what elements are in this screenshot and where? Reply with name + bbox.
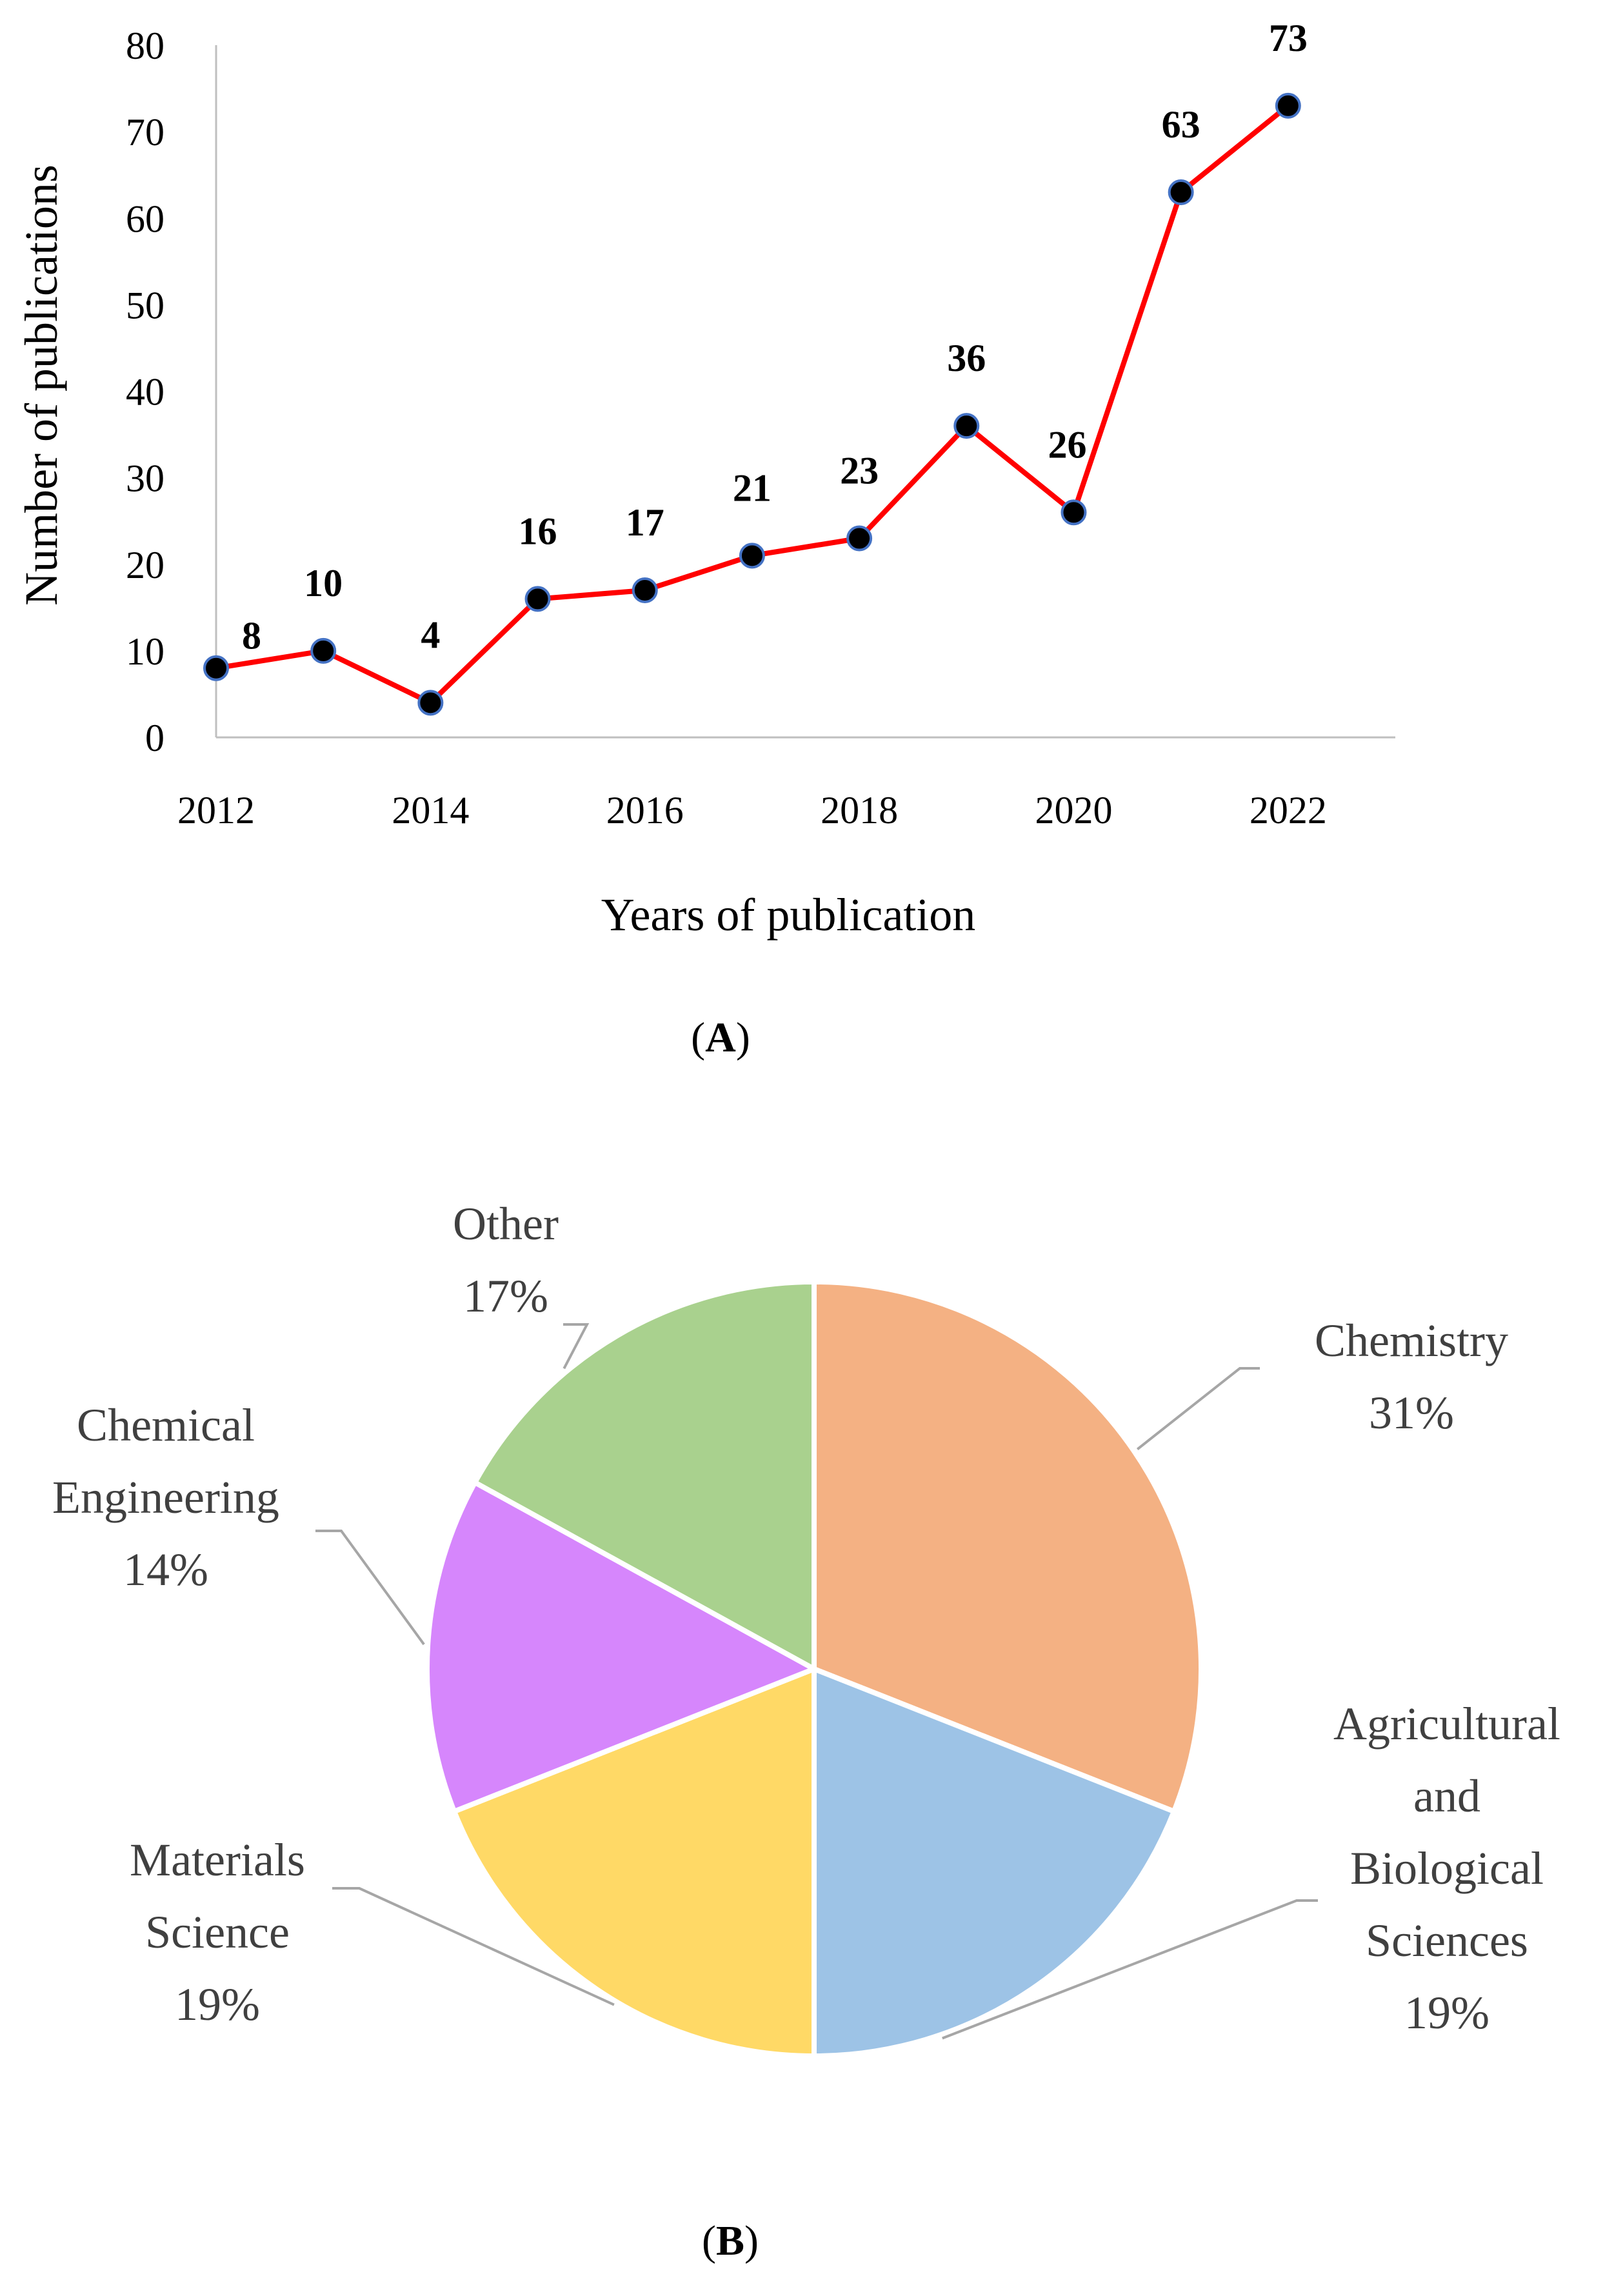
data-label: 21 bbox=[733, 466, 772, 509]
data-point bbox=[417, 690, 444, 716]
data-label: 8 bbox=[242, 615, 261, 657]
data-point bbox=[203, 655, 229, 681]
pie-label: Materials Science 19% bbox=[130, 1834, 305, 2030]
pie-leader-line bbox=[332, 1887, 615, 2006]
y-axis-title: Number of publications bbox=[15, 165, 67, 606]
pie-chart: Chemistry 31% Agricultural and Biological Sci… bbox=[52, 1198, 1560, 2264]
pie-label-line: Agricultural bbox=[1333, 1698, 1560, 1750]
data-point bbox=[524, 586, 551, 612]
pie-label-line: Chemical bbox=[77, 1399, 255, 1451]
data-label: 4 bbox=[421, 614, 440, 656]
pie-slice-chemistry bbox=[812, 1279, 1204, 1814]
panel-label-b: (B) bbox=[702, 2217, 759, 2264]
pie-label-line: 31% bbox=[1369, 1387, 1454, 1439]
pie-leader-line bbox=[563, 1323, 590, 1370]
pie-leader-lines bbox=[315, 1323, 1318, 2040]
data-point bbox=[739, 543, 765, 569]
pie-label-line: Chemistry bbox=[1315, 1315, 1508, 1366]
pie-label-line: Sciences bbox=[1366, 1915, 1528, 1966]
pie-label-line: Biological bbox=[1350, 1842, 1544, 1894]
pie-label-line: Materials bbox=[130, 1834, 305, 1886]
y-tick-label: 60 bbox=[126, 197, 164, 240]
y-axis: 0 10 20 30 40 50 60 70 80 bbox=[126, 25, 217, 759]
data-label: 16 bbox=[519, 510, 557, 552]
pie-labels: Chemistry 31% Agricultural and Biological Sci… bbox=[52, 1198, 1560, 2039]
x-tick-label: 2022 bbox=[1250, 789, 1327, 832]
y-tick-label: 70 bbox=[126, 111, 164, 154]
x-tick-label: 2014 bbox=[392, 789, 469, 832]
data-point bbox=[953, 413, 980, 439]
y-tick-label: 40 bbox=[126, 371, 164, 414]
pie-label-line: 19% bbox=[175, 1979, 260, 2030]
panel-label-a: (A) bbox=[691, 1014, 750, 1061]
pie-slice-chemical-engineering bbox=[424, 1479, 817, 1814]
pie-label-line: Other bbox=[453, 1198, 559, 1250]
data-point bbox=[632, 577, 658, 603]
pie-label-line: 17% bbox=[463, 1270, 548, 1322]
y-tick-label: 0 bbox=[145, 717, 164, 759]
data-label: 73 bbox=[1269, 17, 1308, 59]
pie-slice-agricultural-and-biological-sciences bbox=[812, 1666, 1177, 2059]
pie-label: Chemistry 31% bbox=[1315, 1315, 1508, 1439]
data-label: 10 bbox=[304, 562, 343, 604]
pie-label-line: Engineering bbox=[52, 1472, 279, 1523]
x-axis: 2012 2014 2016 2018 2020 2022 bbox=[177, 736, 1395, 832]
pie-label: Other 17% bbox=[453, 1198, 559, 1322]
series-line bbox=[215, 103, 1290, 706]
y-tick-label: 80 bbox=[126, 25, 164, 67]
data-point bbox=[310, 637, 337, 664]
x-tick-label: 2020 bbox=[1035, 789, 1112, 832]
pie-label-line: 19% bbox=[1404, 1987, 1489, 2039]
pie-slices bbox=[424, 1279, 1204, 2059]
data-label: 63 bbox=[1162, 103, 1201, 146]
pie-leader-line bbox=[1136, 1367, 1260, 1450]
pie-label-line: 14% bbox=[123, 1544, 208, 1595]
x-tick-label: 2016 bbox=[606, 789, 684, 832]
pie-slice-materials-science bbox=[452, 1666, 817, 2059]
x-axis-title: Years of publication bbox=[601, 889, 976, 941]
pie-label-line: and bbox=[1413, 1770, 1480, 1822]
data-label: 17 bbox=[626, 501, 664, 544]
y-tick-label: 50 bbox=[126, 284, 164, 326]
pie-leader-line bbox=[942, 1899, 1318, 2040]
data-point bbox=[846, 525, 873, 552]
data-label: 36 bbox=[947, 337, 986, 379]
data-labels: 8 10 4 16 17 21 23 36 26 63 73 bbox=[242, 17, 1308, 657]
data-point bbox=[1061, 499, 1087, 526]
y-tick-label: 20 bbox=[126, 544, 164, 586]
data-label: 26 bbox=[1048, 423, 1086, 466]
y-tick-label: 10 bbox=[126, 630, 164, 673]
publications-series bbox=[203, 92, 1301, 716]
data-point bbox=[1275, 92, 1301, 119]
data-point bbox=[1168, 179, 1194, 206]
data-label: 23 bbox=[840, 450, 879, 492]
pie-slice-other bbox=[472, 1279, 817, 1672]
pie-label-line: Science bbox=[145, 1906, 290, 1958]
y-tick-label: 30 bbox=[126, 457, 164, 500]
pie-leader-line bbox=[315, 1530, 425, 1646]
pie-label: Chemical Engineering 14% bbox=[52, 1399, 279, 1595]
x-tick-label: 2018 bbox=[821, 789, 898, 832]
pie-label: Agricultural and Biological Sciences 19% bbox=[1333, 1698, 1560, 2039]
x-tick-label: 2012 bbox=[177, 789, 255, 832]
